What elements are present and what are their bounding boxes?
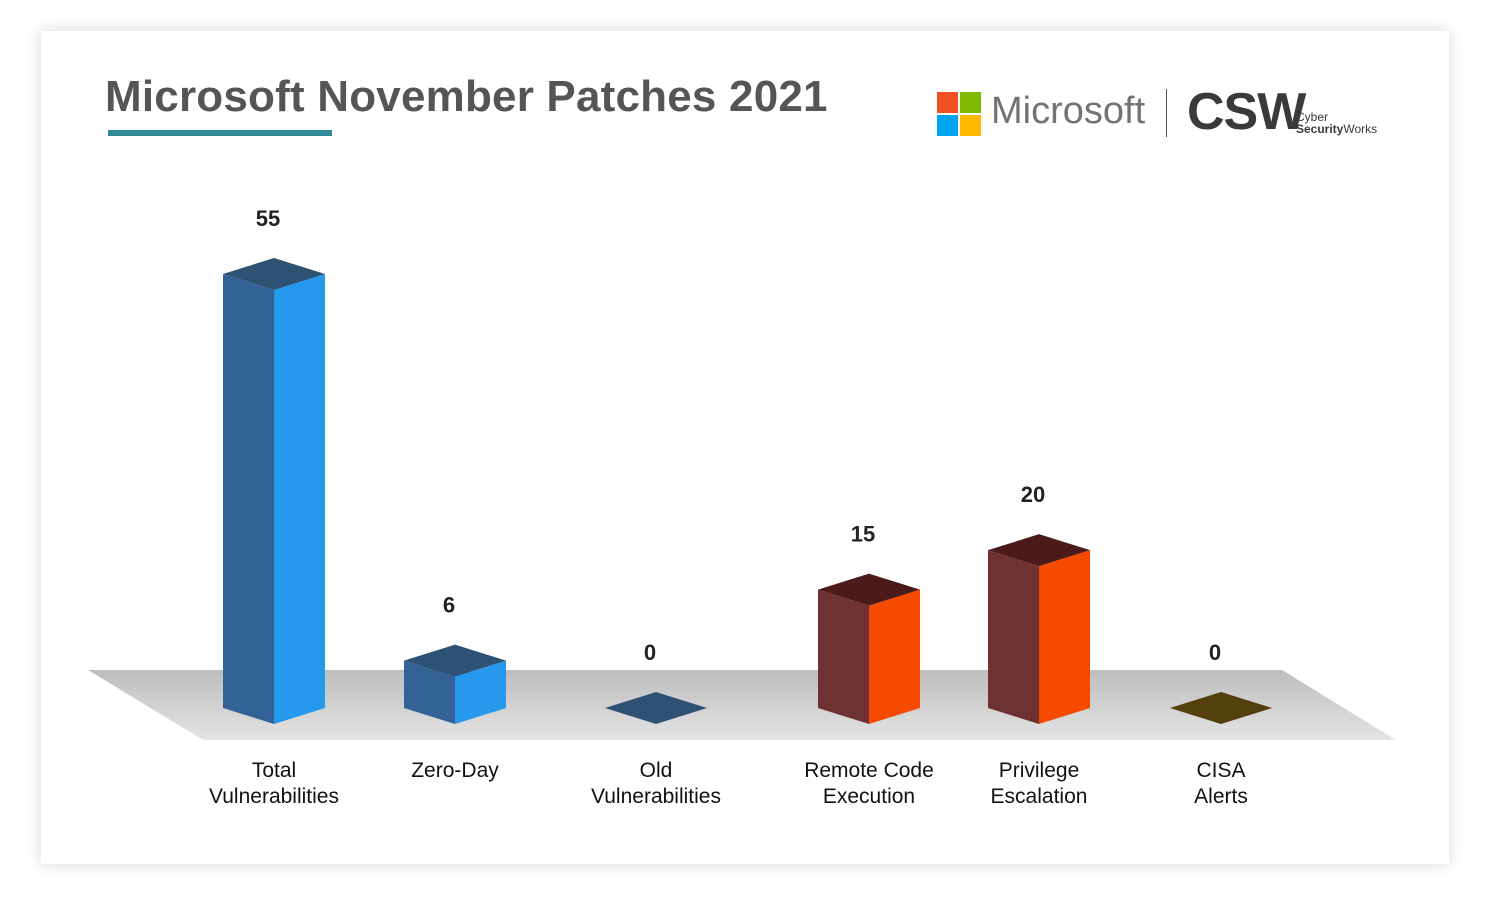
- ms-square-blue: [937, 115, 958, 136]
- category-label: Old: [640, 759, 673, 782]
- logo-divider: [1166, 89, 1167, 137]
- chart-title: Microsoft November Patches 2021: [105, 72, 828, 121]
- bar-value-label: 55: [256, 206, 280, 231]
- category-label: Total: [252, 759, 296, 782]
- bar-value-label: 6: [443, 593, 455, 618]
- ms-square-green: [960, 92, 981, 113]
- bar-top-face: [818, 573, 920, 606]
- bar-top-face: [223, 258, 325, 290]
- bar-top-face: [404, 644, 506, 677]
- bar-value-label: 20: [1021, 482, 1045, 507]
- title-underline: [108, 130, 332, 136]
- bar-top-face: [988, 534, 1090, 567]
- bar-group: [818, 573, 920, 724]
- bar-top-face: [1170, 692, 1272, 724]
- bar-front-face: [1039, 550, 1090, 724]
- category-label: Vulnerabilities: [591, 785, 721, 808]
- bar-group: [988, 534, 1090, 724]
- category-label: Execution: [823, 785, 915, 808]
- bar-group: [605, 692, 707, 724]
- csw-logo-subtext-1: Cyber: [1296, 110, 1329, 124]
- bar-side-face: [818, 589, 869, 724]
- bar-group: [223, 258, 325, 724]
- category-label: Privilege: [999, 759, 1080, 782]
- ms-square-yellow: [960, 115, 981, 136]
- bar-group: [404, 644, 506, 724]
- ms-square-red: [937, 92, 958, 113]
- bar-side-face: [223, 274, 274, 724]
- category-label: Escalation: [991, 785, 1088, 808]
- bar-top-face: [605, 692, 707, 724]
- bar-front-face: [869, 589, 920, 724]
- microsoft-logo-icon: [937, 92, 981, 136]
- microsoft-logo-text: Microsoft: [991, 90, 1146, 132]
- bar-front-face: [455, 660, 506, 724]
- bar-front-face: [274, 274, 325, 724]
- bar-value-label: 15: [851, 522, 875, 547]
- csw-logo: CSW: [1187, 83, 1306, 141]
- csw-subtext-rest: Works: [1343, 122, 1378, 136]
- category-label: CISA: [1196, 759, 1245, 782]
- category-label: Zero-Day: [411, 759, 499, 782]
- bar-group: [1170, 692, 1272, 724]
- bar-side-face: [404, 660, 455, 724]
- category-label: Remote Code: [804, 759, 934, 782]
- csw-subtext-bold: Security: [1296, 122, 1344, 136]
- bar-side-face: [988, 550, 1039, 724]
- category-label: Alerts: [1194, 785, 1248, 808]
- category-label: Vulnerabilities: [209, 785, 339, 808]
- csw-logo-subtext-2: SecurityWorks: [1296, 122, 1377, 136]
- bar-value-label: 0: [644, 640, 656, 665]
- bar-value-label: 0: [1209, 640, 1221, 665]
